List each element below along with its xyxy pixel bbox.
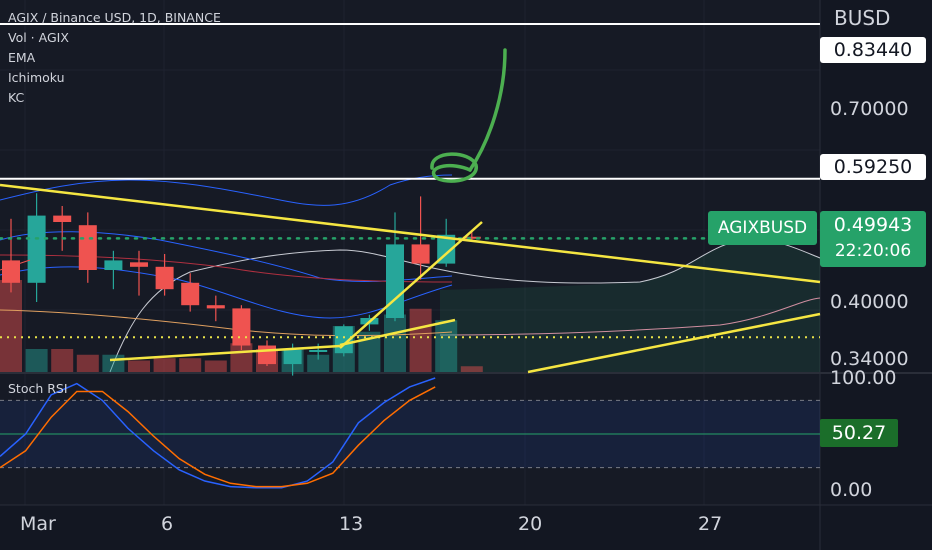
candle-body-6 (155, 266, 174, 290)
volume-bar-3 (76, 354, 99, 372)
volume-bar-14 (358, 331, 381, 372)
candle-body-3 (78, 225, 97, 270)
volume-bar-0 (0, 280, 22, 372)
candle-body-5 (130, 262, 148, 267)
hand-annotation (430, 48, 507, 183)
legend-indicator-volume[interactable]: Vol · AGIX (8, 30, 69, 45)
ichimoku-base (0, 254, 453, 283)
candles (2, 193, 481, 376)
annotation-circle (430, 152, 478, 183)
ichimoku-cloud (109, 238, 821, 373)
candle-body-8 (206, 305, 225, 309)
bar-countdown: 22:20:06 (834, 241, 912, 261)
time-tick-6: 6 (161, 513, 174, 535)
last-price-value: 0.49943 (833, 214, 913, 236)
time-tick-mar: Mar (20, 513, 56, 535)
candle-body-0 (2, 260, 20, 283)
chikou-fragment (0, 259, 31, 271)
candle-body-2 (53, 215, 72, 222)
price-tick-1: 0.40000 (830, 291, 909, 313)
volume-bar-18 (460, 366, 483, 372)
stoch-rsi-d (0, 386, 436, 488)
time-tick-20: 20 (518, 513, 543, 535)
volume-bar-16 (409, 308, 432, 372)
legend-symbol[interactable]: AGIX / Binance USD, 1D, BINANCE (8, 10, 221, 25)
stoch-rsi-k (0, 377, 436, 489)
candle-body-1 (27, 215, 46, 283)
candle-body-11 (283, 350, 302, 365)
time-tick-27: 27 (698, 513, 723, 535)
cloud-span-b (439, 297, 821, 336)
drawn-levels (0, 22, 821, 374)
currency-label[interactable]: BUSD (834, 6, 891, 30)
stoch-rsi-title[interactable]: Stoch RSI (8, 381, 68, 396)
volume-bar-15 (384, 314, 406, 372)
volume-bar-1 (25, 349, 48, 372)
time-tick-13: 13 (339, 513, 364, 535)
candle-body-18 (462, 236, 481, 239)
rsi-tick-100: 100.00 (830, 367, 897, 389)
candle-body-10 (258, 345, 276, 365)
base-trendline (109, 344, 341, 362)
volume-bar-8 (204, 360, 227, 372)
candle-body-12 (309, 350, 328, 352)
legend-indicator-ema[interactable]: EMA (8, 50, 36, 65)
price-tick-0: 0.70000 (830, 98, 909, 120)
legend-indicator-ichimoku[interactable]: Ichimoku (8, 70, 65, 85)
chart-legend: AGIX / Binance USD, 1D, BINANCE Vol · AG… (8, 8, 221, 108)
level-label-0[interactable]: 0.83440 (820, 37, 926, 63)
volume-bar-17 (435, 320, 458, 372)
ascending-trendline-steep (339, 221, 483, 349)
level-label-1[interactable]: 0.59250 (820, 154, 926, 180)
volume-bar-12 (307, 354, 330, 372)
cloud-fill (440, 239, 820, 372)
candle-body-7 (181, 282, 200, 306)
candle-body-15 (386, 244, 404, 318)
stoch-rsi-value: 50.27 (820, 419, 898, 447)
candle-body-4 (104, 260, 123, 270)
volume-bar-2 (51, 349, 74, 372)
volume-bar-4 (102, 354, 125, 372)
annotation-arrow (468, 48, 507, 172)
candle-body-9 (232, 308, 251, 346)
volume-bar-7 (179, 358, 202, 372)
rsi-tick-0: 0.00 (830, 479, 873, 501)
candle-body-16 (411, 244, 430, 264)
descending-trendline (0, 183, 821, 284)
ascending-trendline-mid (339, 318, 456, 347)
volume-bar-6 (153, 358, 176, 372)
symbol-badge: AGIXBUSD (708, 211, 817, 245)
last-price-label: 0.49943 22:20:06 (820, 211, 926, 267)
legend-indicator-kc[interactable]: KC (8, 90, 25, 105)
kc-upper (0, 174, 453, 206)
projected-trendline (527, 312, 821, 374)
price-tick-2: 0.34000 (830, 348, 909, 370)
volume-bar-5 (128, 360, 150, 372)
stoch-rsi-pane (0, 377, 820, 489)
